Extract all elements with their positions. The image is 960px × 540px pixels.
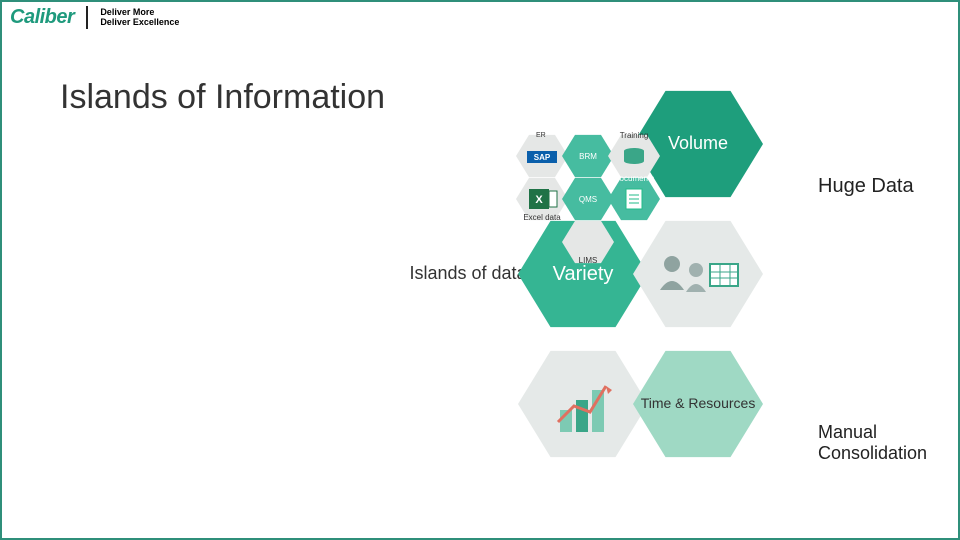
big-hex-label-5: Time & Resources bbox=[641, 396, 756, 411]
small-hex-floating-label-5: Documents bbox=[608, 174, 660, 183]
aux-text-1: Manual Consolidation bbox=[818, 422, 958, 464]
header: Caliber Deliver More Deliver Excellence bbox=[0, 0, 189, 35]
small-hex-floating-label-6: LIMS bbox=[562, 256, 614, 265]
brand-text: Caliber bbox=[10, 6, 74, 29]
tagline: Deliver More Deliver Excellence bbox=[100, 8, 179, 28]
people-table-icon bbox=[650, 246, 746, 302]
sap-icon: SAP bbox=[525, 145, 559, 167]
chart-icon bbox=[548, 372, 618, 436]
excel-icon: X bbox=[525, 187, 559, 211]
small-hex-floating-label-3: Excel data bbox=[516, 213, 568, 222]
big-hex-label-2: Variety bbox=[553, 263, 614, 285]
brand-divider bbox=[86, 6, 88, 29]
tagline-line-2: Deliver Excellence bbox=[100, 18, 179, 28]
svg-text:SAP: SAP bbox=[534, 153, 551, 162]
page-title: Islands of Information bbox=[60, 78, 385, 117]
small-hex-floating-label-2: Training bbox=[608, 131, 660, 140]
small-hex-label-1: BRM bbox=[579, 152, 597, 161]
small-hex-tiny-0: ER bbox=[536, 132, 546, 139]
aux-text-0: Huge Data bbox=[818, 175, 914, 198]
small-hex-label-4: QMS bbox=[579, 195, 597, 204]
big-hex-label-0: Volume bbox=[668, 134, 728, 154]
big-hex-label-1: Islands of data bbox=[409, 264, 526, 284]
database-icon bbox=[620, 145, 648, 167]
document-icon bbox=[622, 187, 646, 211]
svg-text:X: X bbox=[535, 194, 543, 206]
